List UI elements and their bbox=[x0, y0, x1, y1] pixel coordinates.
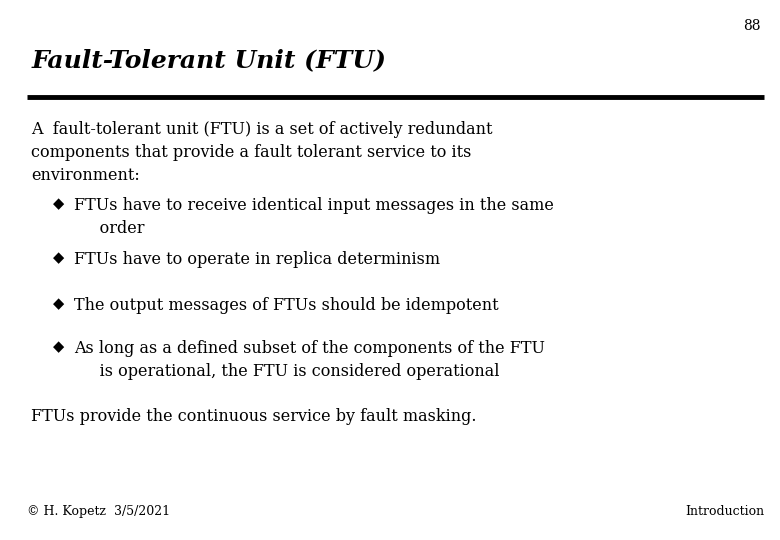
Text: Fault-Tolerant Unit (FTU): Fault-Tolerant Unit (FTU) bbox=[31, 49, 386, 72]
Text: FTUs provide the continuous service by fault masking.: FTUs provide the continuous service by f… bbox=[31, 408, 477, 424]
Text: © H. Kopetz  3/5/2021: © H. Kopetz 3/5/2021 bbox=[27, 505, 170, 518]
Text: 88: 88 bbox=[743, 19, 760, 33]
Text: ◆: ◆ bbox=[53, 297, 64, 311]
Text: The output messages of FTUs should be idempotent: The output messages of FTUs should be id… bbox=[74, 297, 498, 314]
Text: ◆: ◆ bbox=[53, 251, 64, 265]
Text: FTUs have to operate in replica determinism: FTUs have to operate in replica determin… bbox=[74, 251, 440, 268]
Text: ◆: ◆ bbox=[53, 197, 64, 211]
Text: Introduction: Introduction bbox=[686, 505, 764, 518]
Text: FTUs have to receive identical input messages in the same
     order: FTUs have to receive identical input mes… bbox=[74, 197, 554, 237]
Text: As long as a defined subset of the components of the FTU
     is operational, th: As long as a defined subset of the compo… bbox=[74, 340, 545, 380]
Text: ◆: ◆ bbox=[53, 340, 64, 354]
Text: A  fault-tolerant unit (FTU) is a set of actively redundant
components that prov: A fault-tolerant unit (FTU) is a set of … bbox=[31, 122, 493, 184]
